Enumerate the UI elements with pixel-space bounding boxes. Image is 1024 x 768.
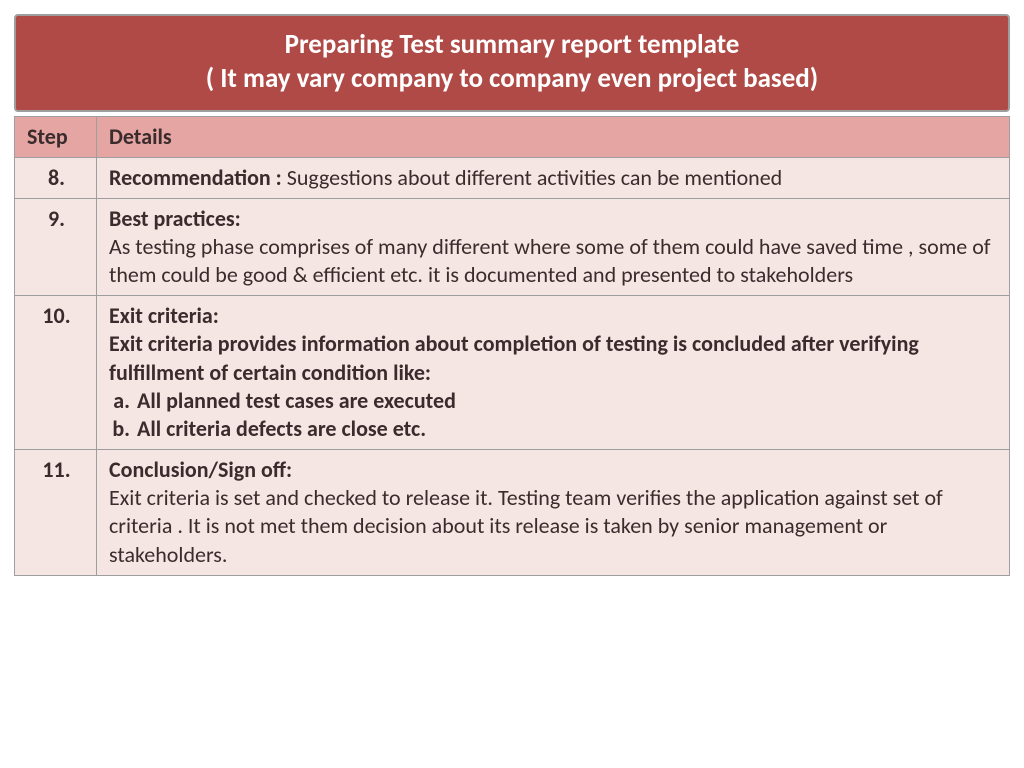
details-body: As testing phase comprises of many diffe… [109,233,991,288]
content-table: Step Details 8.Recommendation : Suggesti… [14,116,1010,576]
details-cell: Best practices:As testing phase comprise… [97,198,1010,295]
title-line-2: ( It may vary company to company even pr… [24,62,1000,96]
table-row: 10.Exit criteria:Exit criteria provides … [15,296,1010,450]
step-cell: 8. [15,157,97,198]
slide-container: Preparing Test summary report template (… [0,0,1024,768]
sublist-item: All planned test cases are executed [135,387,999,415]
table-row: 9.Best practices:As testing phase compri… [15,198,1010,295]
details-cell: Conclusion/Sign off:Exit criteria is set… [97,450,1010,576]
step-cell: 11. [15,450,97,576]
details-body: Exit criteria provides information about… [109,330,919,385]
table-body: 8.Recommendation : Suggestions about dif… [15,157,1010,575]
details-lead: Conclusion/Sign off: [109,456,292,483]
title-line-1: Preparing Test summary report template [24,28,1000,62]
details-cell: Exit criteria:Exit criteria provides inf… [97,296,1010,450]
step-cell: 9. [15,198,97,295]
details-lead: Exit criteria: [109,302,219,329]
details-sublist: All planned test cases are executedAll c… [109,387,999,443]
col-details: Details [97,116,1010,157]
step-cell: 10. [15,296,97,450]
details-lead: Recommendation : [109,164,287,191]
details-body: Suggestions about different activities c… [287,164,783,191]
details-body: Exit criteria is set and checked to rele… [109,484,943,567]
sublist-item: All criteria defects are close etc. [135,415,999,443]
table-header-row: Step Details [15,116,1010,157]
table-row: 11.Conclusion/Sign off:Exit criteria is … [15,450,1010,576]
col-step: Step [15,116,97,157]
details-cell: Recommendation : Suggestions about diffe… [97,157,1010,198]
table-row: 8.Recommendation : Suggestions about dif… [15,157,1010,198]
slide-title: Preparing Test summary report template (… [14,14,1010,112]
details-lead: Best practices: [109,205,241,232]
